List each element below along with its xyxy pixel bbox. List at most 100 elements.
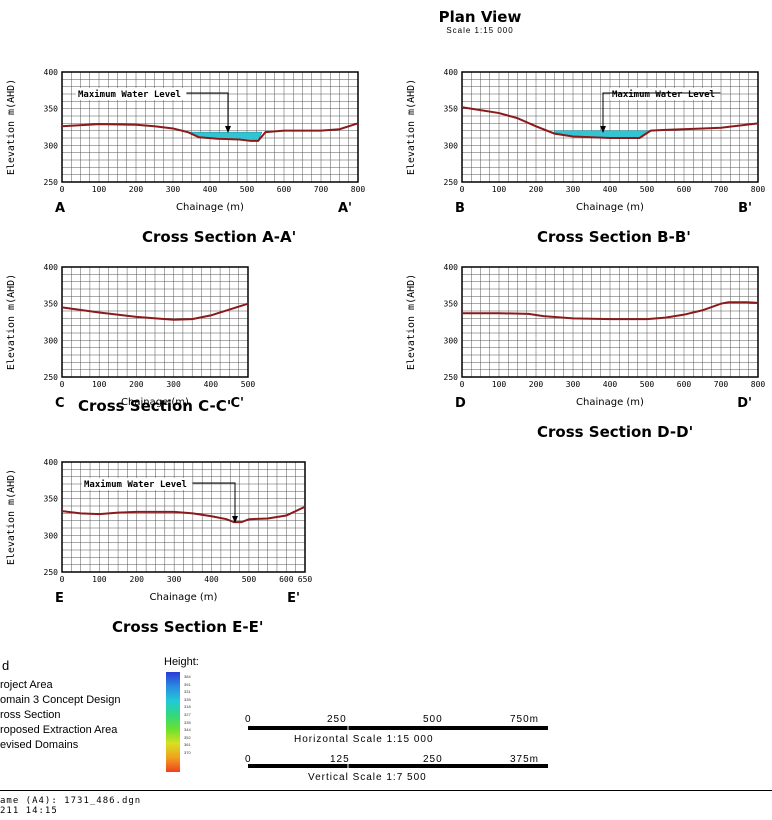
height-value: 384 <box>184 674 191 679</box>
cross-section-c-chart: 250 300 350 400 0 100 200 300 400 500 Elevation m(… <box>6 263 256 411</box>
x-tick-label: 300 <box>166 380 181 389</box>
y-tick-label: 250 <box>44 568 59 577</box>
x-tick-label: 600 <box>279 575 294 584</box>
y-tick-label: 400 <box>44 263 59 272</box>
legend-item: omain 3 Concept Design <box>0 694 121 706</box>
ground-profile-line <box>61 505 306 524</box>
plot-frame <box>461 71 759 183</box>
x-tick-label: 500 <box>242 575 257 584</box>
legend-list: roject Area omain 3 Concept Design ross … <box>0 678 120 753</box>
y-tick-label: 400 <box>44 458 59 467</box>
cross-section-b-chart: 250 300 350 400 0 100 200 300 400 500 600 700 800 Ele… <box>406 68 766 216</box>
height-value: 344 <box>184 727 191 733</box>
x-axis-label: Chainage (m) <box>576 397 644 408</box>
x-tick-label: 300 <box>566 380 581 389</box>
height-value: 318 <box>184 704 191 710</box>
y-tick-label: 350 <box>44 300 59 309</box>
x-tick-label: 700 <box>714 380 729 389</box>
height-color-ramp <box>166 672 180 772</box>
y-axis-label: Elevation m(AHD) <box>6 79 17 175</box>
v-scale-tick: 0 <box>245 754 252 765</box>
height-legend-title: Height: <box>164 656 199 668</box>
max-water-level-label: Maximum Water Level <box>78 89 181 100</box>
x-tick-label: 400 <box>603 380 618 389</box>
section-start-label: B <box>455 201 465 216</box>
plan-view-title: Plan View <box>438 8 522 26</box>
annotation-arrow <box>600 126 606 133</box>
annotation-arrow <box>232 516 238 523</box>
height-value: 327 <box>184 711 191 717</box>
x-tick-label: 800 <box>751 185 766 194</box>
height-value: 361 <box>184 742 191 748</box>
y-axis-label: Elevation m(AHD) <box>6 274 17 370</box>
x-tick-label: 400 <box>203 185 218 194</box>
h-scale-tick: 500 <box>423 714 443 725</box>
height-value: 370 <box>184 749 191 755</box>
horizontal-scale-bar <box>248 726 548 730</box>
plot-frame <box>61 266 249 378</box>
max-water-level-label: Maximum Water Level <box>612 89 715 100</box>
annotation-arrow <box>225 126 231 133</box>
section-start-label: C <box>55 396 65 411</box>
y-axis-label: Elevation m(AHD) <box>406 79 417 175</box>
x-tick-label: 200 <box>529 185 544 194</box>
plan-view-title-block: Plan View Scale 1:15 000 <box>420 8 540 35</box>
legend-item: roposed Extraction Area <box>0 724 118 736</box>
v-scale-tick: 375m <box>510 754 540 765</box>
x-axis-label: Chainage (m) <box>176 202 244 213</box>
annotation-bg <box>82 478 193 490</box>
cross-section-panel-e: 250 300 350 400 0 100 200 300 400 500 600 650 Elevat… <box>0 450 330 640</box>
x-tick-label: 400 <box>603 185 618 194</box>
y-tick-label: 300 <box>44 336 59 345</box>
h-scale-tick: 750m <box>510 714 540 725</box>
cross-section-panel-b: 250 300 350 400 0 100 200 300 400 500 600 700 800 Ele… <box>400 60 772 250</box>
cross-section-panel-c: 250 300 350 400 0 100 200 300 400 500 Elevation m(… <box>0 255 290 425</box>
v-scale-label: Vertical Scale 1:7 500 <box>308 772 427 783</box>
file-date: 211 14:15 <box>0 806 58 816</box>
x-axis-label: Chainage (m) <box>121 397 189 408</box>
x-tick-label: 100 <box>92 185 107 194</box>
x-tick-label: 600 <box>677 185 692 194</box>
x-tick-label: 0 <box>60 380 65 389</box>
x-tick-label: 500 <box>241 380 256 389</box>
section-end-label: D' <box>737 396 752 411</box>
cross-section-e-chart: 250 300 350 400 0 100 200 300 400 500 600 650 Elevat… <box>6 458 312 606</box>
section-end-label: E' <box>287 591 300 606</box>
cross-section-d-chart: 250 300 350 400 0 100 200 300 400 500 600 700 800 Ele… <box>406 263 766 411</box>
x-tick-label: 0 <box>60 575 65 584</box>
v-scale-tick: 250 <box>423 754 443 765</box>
height-value: 335 <box>184 696 191 702</box>
h-scale-tick: 0 <box>245 714 252 725</box>
annotation-bg <box>610 88 721 100</box>
cross-section-panel-a: 250 300 350 400 0 100 200 300 400 500 600 700 800 Ele… <box>0 60 380 250</box>
x-tick-label: 200 <box>529 380 544 389</box>
section-end-label: C' <box>230 396 244 411</box>
x-tick-label: 300 <box>166 185 181 194</box>
x-tick-label: 200 <box>130 575 145 584</box>
cross-section-a-chart: 250 300 350 400 0 100 200 300 400 500 600 700 800 Ele… <box>6 68 365 216</box>
y-tick-label: 350 <box>44 105 59 114</box>
y-tick-label: 250 <box>444 178 459 187</box>
cross-section-b-title: Cross Section B-B' <box>537 228 691 246</box>
annotation-leader <box>186 92 229 130</box>
section-end-label: A' <box>338 201 352 216</box>
x-tick-label: 600 <box>277 185 292 194</box>
cross-section-d-title: Cross Section D-D' <box>537 423 694 441</box>
vertical-scale-bar <box>248 764 548 768</box>
section-start-label: A <box>55 201 65 216</box>
height-ramp-labels: 384 391 331 335 318 327 335 344 352 361 … <box>184 673 191 757</box>
annotation-bg <box>76 88 187 100</box>
y-axis-label: Elevation m(AHD) <box>406 274 417 370</box>
x-tick-label: 500 <box>640 380 655 389</box>
x-tick-label: 100 <box>492 185 507 194</box>
x-tick-label: 600 <box>677 380 692 389</box>
section-start-label: E <box>55 591 64 606</box>
x-tick-label: 800 <box>751 380 766 389</box>
height-value: 335 <box>184 719 191 725</box>
x-axis-label: Chainage (m) <box>576 202 644 213</box>
cross-section-a-title: Cross Section A-A' <box>142 228 297 246</box>
x-tick-label: 400 <box>204 575 219 584</box>
y-tick-label: 350 <box>444 105 459 114</box>
ground-profile-line <box>461 106 759 139</box>
x-tick-label: 100 <box>492 380 507 389</box>
